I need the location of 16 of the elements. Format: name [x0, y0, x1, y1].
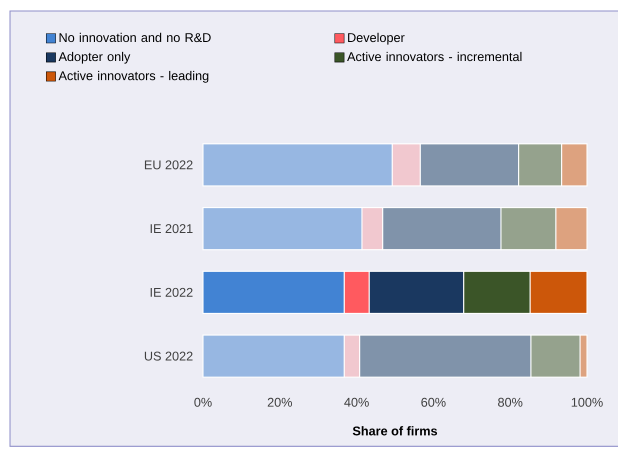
y-tick-label: US 2022 — [144, 352, 193, 361]
x-tick-label: 0% — [194, 398, 212, 407]
legend-label: Active innovators - incremental — [347, 52, 522, 62]
x-tick-label: 80% — [498, 398, 522, 407]
x-axis-title: Share of firms — [352, 426, 438, 436]
legend-label: Adopter only — [58, 52, 130, 64]
legend-label: Active innovators - leading — [58, 70, 208, 83]
x-tick-label: 40% — [344, 398, 369, 407]
y-tick-label: IE 2021 — [150, 224, 193, 234]
y-tick-label: EU 2022 — [144, 160, 193, 170]
x-tick-label: 100% — [572, 398, 603, 407]
legend-label: Developer — [348, 32, 405, 45]
x-tick-label: 20% — [268, 398, 292, 407]
y-tick-label: IE 2022 — [150, 288, 193, 297]
x-tick-label: 60% — [421, 398, 446, 407]
legend-label: No innovation and no R&D — [60, 32, 211, 42]
